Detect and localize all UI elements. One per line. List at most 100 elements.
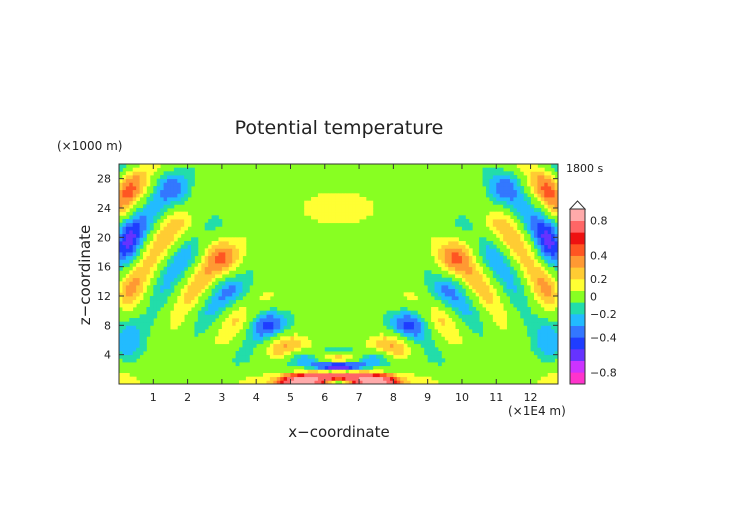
field-cell xyxy=(239,244,243,249)
field-cell xyxy=(163,193,168,198)
field-cell xyxy=(163,274,168,279)
field-cell xyxy=(427,277,432,282)
field-cell xyxy=(293,332,298,337)
field-cell xyxy=(180,288,185,293)
field-cell xyxy=(119,303,123,308)
field-cell xyxy=(537,351,542,356)
field-cell xyxy=(417,336,422,341)
field-cell xyxy=(359,365,363,370)
field-cell xyxy=(348,193,353,198)
field-cell xyxy=(256,332,261,337)
field-cell xyxy=(489,299,494,304)
field-cell xyxy=(170,274,175,279)
field-cell xyxy=(204,307,209,312)
colorbar-bin xyxy=(570,255,585,268)
field-cell xyxy=(424,274,429,279)
field-cell xyxy=(201,318,206,323)
field-cell xyxy=(180,252,185,257)
field-cell xyxy=(283,314,288,319)
field-cell xyxy=(407,373,411,378)
field-cell xyxy=(180,303,185,308)
field-cell xyxy=(523,307,528,312)
field-cell xyxy=(451,270,456,275)
field-cell xyxy=(482,277,487,282)
field-cell xyxy=(160,233,164,238)
field-cell xyxy=(533,222,538,227)
field-cell xyxy=(173,259,178,264)
field-cell xyxy=(407,318,411,323)
field-cell xyxy=(506,288,511,293)
field-cell xyxy=(317,200,322,205)
field-cell xyxy=(424,329,429,334)
field-cell xyxy=(379,354,384,359)
field-cell xyxy=(465,219,470,224)
field-cell xyxy=(479,266,483,271)
field-cell xyxy=(362,376,367,381)
field-cell xyxy=(527,318,531,323)
field-cell xyxy=(547,329,552,334)
field-cell xyxy=(153,307,158,312)
field-cell xyxy=(499,266,504,271)
field-cell xyxy=(221,299,226,304)
field-cell xyxy=(139,259,144,264)
field-cell xyxy=(119,252,123,257)
field-cell xyxy=(506,263,511,268)
field-cell xyxy=(468,274,473,279)
colorbar-bin xyxy=(570,220,585,233)
field-cell xyxy=(146,314,151,319)
field-cell xyxy=(554,226,558,231)
field-cell xyxy=(451,288,456,293)
field-cell xyxy=(537,244,542,249)
field-cell xyxy=(191,237,195,242)
field-cell xyxy=(211,307,216,312)
field-cell xyxy=(379,373,384,378)
field-cell xyxy=(547,354,552,359)
field-cell xyxy=(156,193,161,198)
field-cell xyxy=(509,248,514,253)
colorbar-bin xyxy=(570,290,585,303)
field-cell xyxy=(280,310,285,315)
field-cell xyxy=(232,255,237,260)
field-cell xyxy=(160,252,164,257)
field-cell xyxy=(544,233,549,238)
field-cell xyxy=(451,237,456,242)
field-cell xyxy=(516,252,521,257)
field-cell xyxy=(331,200,336,205)
field-cell xyxy=(513,277,518,282)
field-cell xyxy=(259,380,264,384)
field-cell xyxy=(544,274,549,279)
field-cell xyxy=(215,303,219,308)
field-cell xyxy=(139,314,144,319)
field-cell xyxy=(341,193,346,198)
field-cell xyxy=(376,373,381,378)
field-cell xyxy=(129,347,134,352)
field-cell xyxy=(149,252,154,257)
field-cell xyxy=(235,237,240,242)
field-cell xyxy=(204,266,209,271)
field-cell xyxy=(554,237,558,242)
field-cell xyxy=(492,175,497,180)
field-cell xyxy=(365,358,370,363)
field-cell xyxy=(523,164,528,169)
field-cell xyxy=(259,318,264,323)
field-cell xyxy=(204,321,209,326)
field-cell xyxy=(530,167,535,172)
field-cell xyxy=(468,226,473,231)
field-cell xyxy=(173,321,178,326)
field-cell xyxy=(208,263,212,268)
field-cell xyxy=(513,233,518,238)
field-cell xyxy=(437,292,442,297)
field-cell xyxy=(163,175,168,180)
field-cell xyxy=(249,274,254,279)
field-cell xyxy=(218,241,223,246)
field-cell xyxy=(201,277,206,282)
field-cell xyxy=(537,186,542,191)
field-cell xyxy=(149,226,154,231)
field-cell xyxy=(520,204,525,209)
field-cell xyxy=(156,233,161,238)
field-cell xyxy=(537,175,542,180)
field-cell xyxy=(149,244,154,249)
field-cell xyxy=(492,167,497,172)
field-cell xyxy=(146,178,151,183)
field-cell xyxy=(304,336,309,341)
